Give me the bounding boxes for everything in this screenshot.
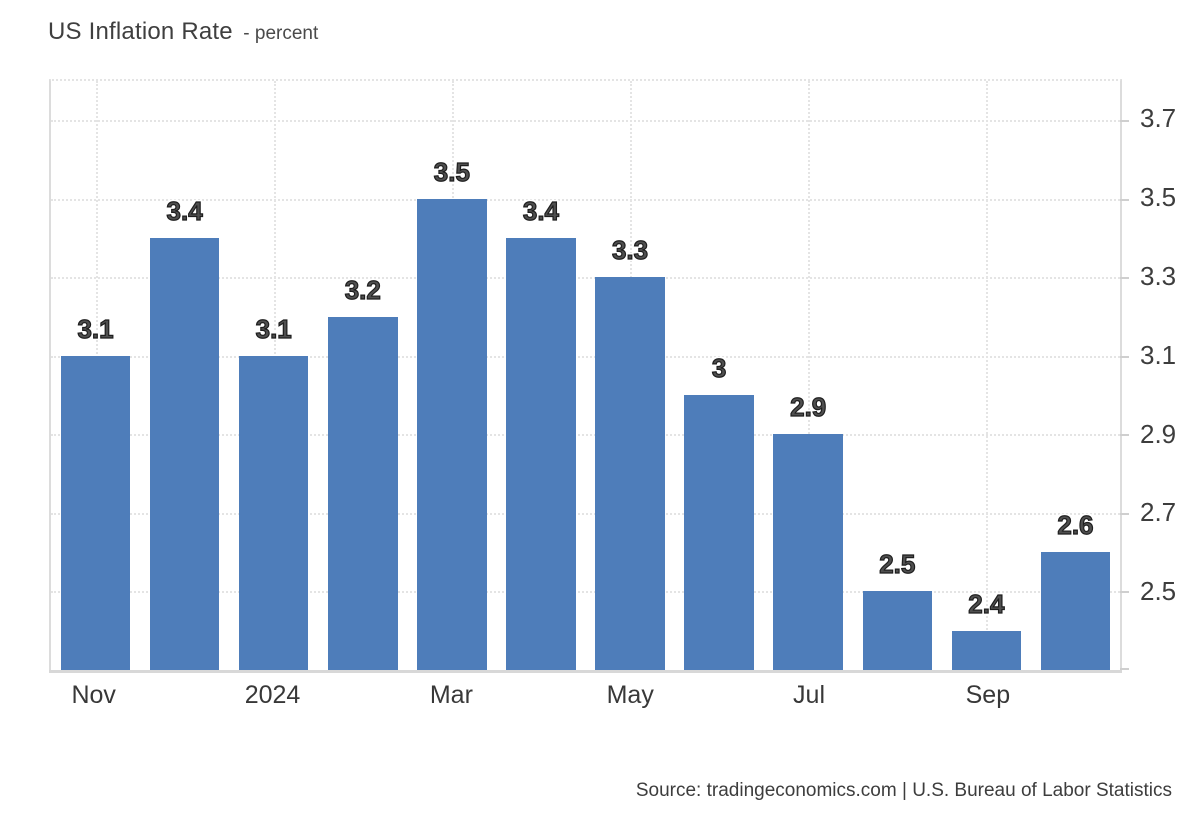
plot-area: 3.1 3.4 3.1 3.2 3.5 3.4 3.3 3 2.9 2.5 2.4 2.6	[49, 79, 1129, 673]
bar[interactable]	[862, 591, 933, 670]
horizontal-gridline	[51, 591, 1120, 594]
x-axis-tick-label: Mar	[429, 681, 473, 709]
bar[interactable]	[1040, 552, 1111, 670]
y-axis-tick	[1120, 120, 1129, 123]
bar[interactable]	[595, 277, 665, 670]
horizontal-gridline	[51, 198, 1120, 201]
x-axis-tick-label: Nov	[71, 681, 116, 709]
bar-value-label: 3.4	[166, 196, 203, 227]
bar-value-label: 2.6	[1057, 510, 1094, 541]
y-axis-tick-label: 2.9	[1140, 418, 1177, 449]
x-axis-tick-label: May	[606, 681, 654, 709]
bar[interactable]	[238, 355, 309, 670]
y-axis-tick-label: 3.7	[1140, 103, 1177, 134]
x-axis-tick-label: Jul	[793, 681, 826, 709]
bar-value-label: 3.5	[433, 156, 470, 187]
bar[interactable]	[417, 198, 487, 670]
bar-value-label: 3.1	[77, 313, 114, 344]
y-axis-tick-label: 3.5	[1140, 182, 1177, 213]
y-axis-labels: 3.7 3.5 3.3 3.1 2.9 2.7 2.5	[1140, 79, 1200, 670]
y-axis-tick	[1120, 668, 1129, 670]
bar[interactable]	[951, 630, 1022, 670]
y-axis-tick	[1120, 591, 1129, 594]
y-axis-tick	[1120, 512, 1129, 515]
y-axis-tick	[1120, 434, 1129, 437]
horizontal-gridline	[51, 120, 1120, 123]
x-axis-labels: Nov 2024 Mar May Jul Sep	[49, 680, 1122, 712]
bar-value-label: 3.2	[344, 274, 381, 305]
horizontal-gridline	[51, 277, 1120, 280]
x-axis-line	[49, 670, 1122, 673]
bar-value-label: 3.1	[255, 313, 292, 344]
bar[interactable]	[773, 434, 843, 670]
bar-value-label: 3.3	[611, 235, 649, 266]
bar-value-label: 3.4	[522, 196, 560, 227]
horizontal-gridline	[51, 434, 1120, 437]
bar[interactable]	[506, 238, 576, 670]
y-axis-tick-label: 3.1	[1140, 339, 1177, 370]
x-axis-tick-label: Sep	[965, 681, 1011, 709]
y-axis-tick-label: 3.3	[1140, 260, 1177, 291]
vertical-gridline	[986, 81, 989, 670]
chart-header: US Inflation Rate - percent	[48, 18, 318, 46]
horizontal-gridline	[51, 355, 1120, 358]
bar-value-label: 2.4	[968, 588, 1005, 619]
bar[interactable]	[149, 238, 220, 670]
bar-value-label: 2.5	[879, 549, 916, 580]
x-axis-tick-label: 2024	[244, 681, 301, 709]
chart-subtitle: - percent	[243, 23, 319, 44]
bar-value-label: 2.9	[790, 392, 827, 423]
y-axis-tick	[1120, 277, 1129, 280]
vertical-gridline	[808, 81, 811, 670]
y-axis-tick	[1120, 198, 1129, 201]
y-axis-tick-label: 2.5	[1140, 576, 1177, 607]
source-text: Source: tradingeconomics.com | U.S. Bure…	[635, 780, 1172, 801]
chart-title: US Inflation Rate	[48, 18, 233, 45]
bar[interactable]	[60, 355, 131, 670]
bar-value-label: 3	[711, 353, 727, 384]
horizontal-gridline	[51, 512, 1120, 515]
bar[interactable]	[328, 316, 398, 670]
y-axis-tick	[1120, 355, 1129, 358]
y-axis-tick-label: 2.7	[1140, 497, 1177, 528]
bar[interactable]	[684, 395, 754, 670]
